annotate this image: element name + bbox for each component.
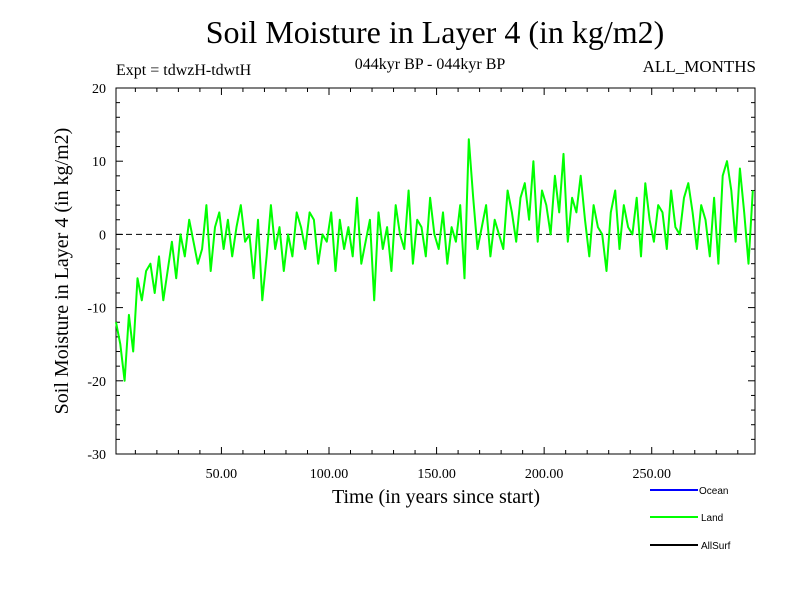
series-group [115,138,754,382]
y-tick-label: 10 [92,155,106,170]
y-tick-label: -20 [87,375,106,390]
y-tick-label: 0 [99,228,106,243]
y-tick-label: -30 [87,448,106,463]
y-tick-label: -10 [87,302,106,317]
plot-frame [115,87,756,455]
x-tick-label: 150.00 [417,467,456,482]
legend-allsurf-label: AllSurf [701,541,731,552]
x-tick-label: 100.00 [310,467,349,482]
y-tick-labels: -30 -20 -10 0 10 20 [87,82,106,463]
x-tick-labels: 50.00 100.00 150.00 200.00 250.00 [206,467,671,482]
legend: Ocean Land AllSurf [650,486,731,552]
legend-ocean-label: Ocean [699,486,728,497]
months-label: ALL_MONTHS [642,57,756,76]
experiment-label: Expt = tdwzH-tdwtH [116,62,252,79]
y-axis-label: Soil Moisture in Layer 4 (in kg/m2) [51,128,73,415]
x-tick-label: 50.00 [206,467,238,482]
chart-subtitle: 044kyr BP - 044kyr BP [354,56,506,73]
series-line-land [115,138,754,382]
y-tick-label: 20 [92,82,106,97]
chart-title: Soil Moisture in Layer 4 (in kg/m2) [205,14,665,50]
x-axis-label: Time (in years since start) [332,486,540,508]
legend-land-label: Land [701,513,723,524]
x-tick-label: 250.00 [632,467,671,482]
minor-ticks [116,87,755,455]
x-tick-label: 200.00 [525,467,564,482]
